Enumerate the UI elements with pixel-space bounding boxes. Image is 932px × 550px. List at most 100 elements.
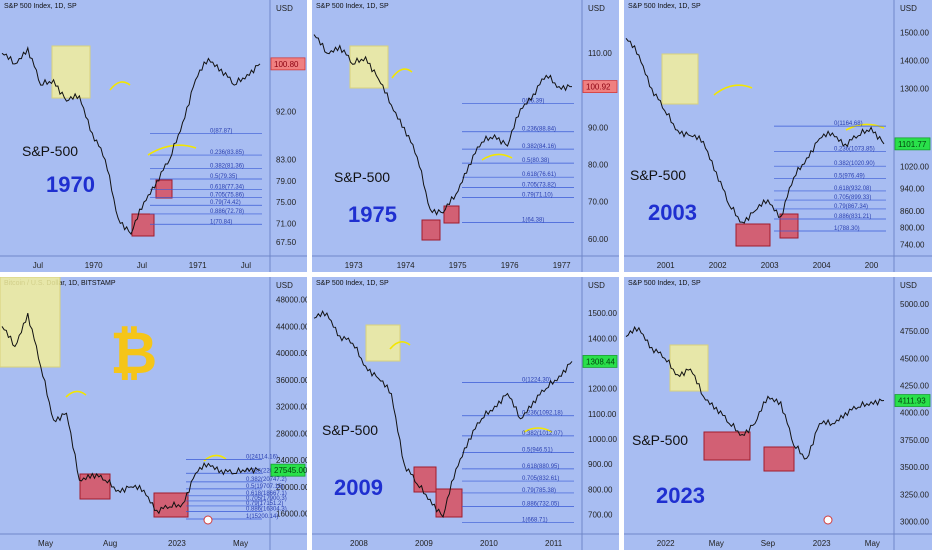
- fib-level-label: 0.705(899.33): [834, 195, 871, 201]
- x-tick-label: 1975: [449, 261, 467, 270]
- price-line: [313, 309, 573, 519]
- fib-level-label: 0.79(17151.2): [246, 501, 283, 507]
- fib-level-label: 0.886(732.05): [522, 501, 559, 507]
- y-tick-label: 4000.00: [900, 409, 929, 418]
- y-tick-label: 4500.00: [900, 354, 929, 363]
- fib-level-label: 0.236(22034.05): [246, 468, 290, 474]
- highlight-curve: [147, 144, 197, 156]
- x-tick-label: 1976: [501, 261, 519, 270]
- y-tick-label: 71.00: [276, 219, 297, 228]
- bitcoin-logo: ₿: [110, 319, 157, 387]
- bottom-zone-box: [153, 492, 189, 518]
- y-tick-label: 80.00: [588, 161, 609, 170]
- x-tick-label: 1971: [189, 261, 207, 270]
- fib-level-label: 0.236(1092.18): [522, 411, 563, 417]
- y-tick-label: 1200.00: [588, 385, 617, 394]
- highlight-curve: [203, 454, 227, 462]
- y-tick-label: 740.00: [900, 240, 925, 249]
- chart-panel: S&P 500 Index, 1D, SP USD 3000.00 3250.00 35…: [624, 277, 932, 550]
- bitcoin-icon: ₿: [110, 319, 157, 387]
- bottom-zone-box: [155, 179, 173, 199]
- x-tick-label: 2010: [480, 539, 498, 548]
- fib-level-label: 0(24114.16): [246, 454, 278, 460]
- fib-level-label: 1(788.30): [834, 226, 860, 232]
- fib-level-label: 0.886(16304.3): [246, 507, 287, 513]
- y-tick-label: 16000.00: [276, 510, 307, 519]
- chart-panel: S&P 500 Index, 1D, SP USD 740.00 800.00 860.…: [624, 0, 932, 272]
- x-tick-label: 2023: [813, 539, 831, 548]
- fib-level-label: 0.5(976.49): [834, 174, 865, 180]
- y-tick-label: 70.00: [588, 198, 609, 207]
- y-tick-label: 48000.00: [276, 296, 307, 305]
- y-tick-label: 36000.00: [276, 376, 307, 385]
- event-marker-icon: [823, 515, 833, 525]
- y-tick-label: 3250.00: [900, 490, 929, 499]
- y-tick-label: 67.50: [276, 238, 297, 247]
- fib-level-label: 0.79(74.42): [210, 200, 241, 206]
- x-tick-label: 2002: [709, 261, 727, 270]
- price-tag-label: 27545.00: [274, 466, 307, 475]
- y-tick-label: 90.00: [588, 123, 609, 132]
- x-tick-label: 2023: [168, 539, 186, 548]
- highlight-curve: [845, 123, 885, 131]
- chart-panel: S&P 500 Index, 1D, SP USD 60.00 70.00 80.00 9…: [312, 0, 619, 272]
- consolidation-box: [51, 45, 91, 99]
- fib-level-label: 0.5(80.38): [522, 158, 549, 164]
- price-tag-label: 1101.77: [898, 140, 927, 149]
- index-label: S&P-500: [632, 432, 688, 448]
- fib-level-label: 0.236(83.85): [210, 150, 244, 156]
- y-tick-label: 860.00: [900, 207, 925, 216]
- axis-unit: USD: [900, 4, 917, 13]
- x-tick-label: Sep: [761, 539, 776, 548]
- fib-level-label: 0.705(73.82): [522, 183, 556, 189]
- y-tick-label: 1300.00: [900, 84, 929, 93]
- year-label: 1975: [348, 202, 397, 227]
- y-tick-label: 20000.00: [276, 483, 307, 492]
- y-tick-label: 79.00: [276, 177, 297, 186]
- y-tick-label: 44000.00: [276, 322, 307, 331]
- y-tick-label: 3500.00: [900, 463, 929, 472]
- y-tick-label: 1500.00: [588, 309, 617, 318]
- y-tick-label: 75.00: [276, 198, 297, 207]
- axis-unit: USD: [276, 281, 293, 290]
- x-tick-label: 1970: [85, 261, 103, 270]
- price-tag-label: 1308.44: [586, 357, 615, 366]
- bottom-zone-box: [735, 223, 771, 247]
- chart-title: S&P 500 Index, 1D, SP: [628, 280, 701, 287]
- fib-level-label: 0.236(1073.85): [834, 146, 875, 152]
- chart-title: S&P 500 Index, 1D, SP: [316, 280, 389, 287]
- bottom-zone-box: [443, 205, 460, 224]
- x-tick-label: May: [38, 539, 53, 548]
- x-tick-label: 1974: [397, 261, 415, 270]
- bottom-zone-box: [421, 219, 441, 241]
- price-tag: [894, 394, 931, 407]
- fib-level-label: 0.5(19707.15): [246, 484, 283, 490]
- consolidation-box: [0, 277, 61, 368]
- bottom-zone-box: [413, 466, 437, 493]
- x-tick-label: 2004: [813, 261, 831, 270]
- fib-level-label: 0.79(867.34): [834, 204, 868, 210]
- x-tick-label: 1977: [553, 261, 571, 270]
- fib-level-label: 0.618(18667.1): [246, 491, 287, 497]
- fib-level-label: 0.5(946.51): [522, 447, 553, 453]
- y-tick-label: 800.00: [900, 224, 925, 233]
- y-tick-label: 1100.00: [588, 410, 617, 419]
- fib-level-label: 1(15200.14): [246, 514, 278, 520]
- index-label: S&P-500: [22, 143, 78, 159]
- y-tick-label: 110.00: [588, 49, 612, 58]
- x-tick-label: 200: [865, 261, 879, 270]
- price-line: [1, 46, 261, 235]
- fib-level-label: 1(70.84): [210, 219, 232, 225]
- y-tick-label: 940.00: [900, 185, 925, 194]
- y-tick-label: 5000.00: [900, 300, 929, 309]
- price-tag-label: 100.80: [274, 60, 299, 69]
- y-tick-label: 1400.00: [588, 334, 617, 343]
- fib-level-label: 0.618(880.95): [522, 464, 559, 470]
- price-tag-label: 100.92: [586, 83, 611, 92]
- axis-unit: USD: [588, 281, 605, 290]
- year-label: 2003: [648, 200, 697, 225]
- x-tick-label: May: [865, 539, 880, 548]
- y-tick-label: 800.00: [588, 485, 613, 494]
- consolidation-box: [365, 324, 401, 362]
